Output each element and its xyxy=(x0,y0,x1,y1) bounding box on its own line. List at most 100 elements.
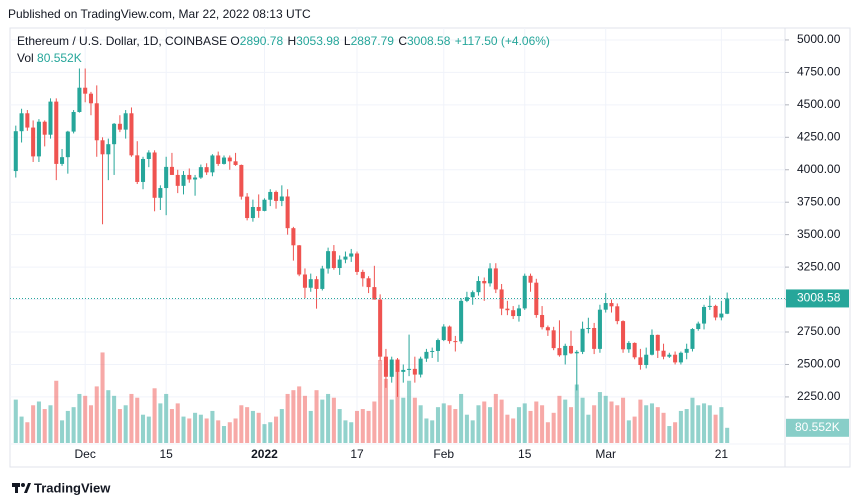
candle xyxy=(152,150,157,443)
volume-bar xyxy=(221,426,227,443)
candle-body xyxy=(54,101,59,164)
volume-bar xyxy=(54,380,59,443)
candle xyxy=(395,357,400,443)
candle xyxy=(360,269,365,443)
candle xyxy=(291,226,296,443)
volume-bar xyxy=(140,414,146,443)
volume-bar xyxy=(522,403,527,443)
candle xyxy=(175,169,180,443)
candle-body xyxy=(540,315,545,328)
candle xyxy=(719,300,724,443)
candle-body xyxy=(644,354,649,365)
candle xyxy=(187,168,192,443)
candle-body xyxy=(626,342,631,350)
candle-body xyxy=(343,256,348,260)
candle-body xyxy=(453,341,458,343)
volume-bar xyxy=(314,390,319,443)
volume-bar xyxy=(302,395,307,443)
volume-bar xyxy=(580,397,585,443)
volume-bar xyxy=(725,427,730,443)
candle-body xyxy=(36,121,41,157)
high-prefix: H xyxy=(287,34,297,48)
candle xyxy=(77,68,82,443)
volume-bar xyxy=(71,407,76,443)
candle xyxy=(713,304,718,443)
candle-body xyxy=(314,279,319,289)
brand-name: TradingView xyxy=(34,480,111,495)
candle xyxy=(279,185,284,443)
volume-bar xyxy=(326,393,331,443)
candle-body xyxy=(285,196,290,229)
candle xyxy=(615,303,620,443)
candle xyxy=(314,276,319,443)
volume-bar xyxy=(175,403,180,443)
volume-bar xyxy=(395,371,400,443)
candle-body xyxy=(250,207,255,219)
volume-bar xyxy=(470,420,475,443)
volume-bar xyxy=(644,405,649,443)
candle xyxy=(100,137,105,443)
candle xyxy=(435,338,441,443)
candle xyxy=(516,304,521,443)
candle-body xyxy=(117,123,122,130)
candle xyxy=(603,293,608,443)
candle xyxy=(690,328,695,443)
volume-bar xyxy=(349,422,354,443)
candle xyxy=(210,154,215,443)
candle-body xyxy=(389,359,394,377)
volume-bar xyxy=(216,420,221,443)
candle-body xyxy=(638,357,643,365)
candle xyxy=(412,356,417,443)
symbol: Ethereum / U.S. Dollar, 1D, COINBASE xyxy=(17,34,228,48)
volume-bar xyxy=(401,397,406,443)
candle-body xyxy=(233,161,238,165)
candle xyxy=(568,330,574,443)
candle xyxy=(88,91,93,443)
candle xyxy=(644,347,649,443)
candle-body xyxy=(175,174,180,186)
candle xyxy=(94,85,99,443)
candle xyxy=(372,265,377,443)
volume-bar xyxy=(297,386,302,443)
candle-body xyxy=(216,155,221,164)
candle xyxy=(193,174,198,443)
volume-bar xyxy=(707,405,712,443)
candle xyxy=(320,265,325,443)
close-value: 3008.58 xyxy=(407,34,451,48)
candle xyxy=(383,348,388,443)
candle xyxy=(71,110,76,443)
candle xyxy=(331,245,336,443)
candle-body xyxy=(551,330,556,349)
candle-body xyxy=(366,278,371,288)
candle-body xyxy=(31,127,36,157)
volume-bar xyxy=(418,405,423,443)
candle xyxy=(511,306,516,443)
candle xyxy=(430,347,435,443)
candle-body xyxy=(19,113,24,132)
candle xyxy=(574,350,579,443)
volume-bar xyxy=(435,407,441,443)
candle-body xyxy=(193,177,198,180)
candle xyxy=(181,171,186,443)
candle-body xyxy=(395,359,400,372)
candle-body xyxy=(256,207,261,211)
candle-body xyxy=(48,101,53,135)
candle-body xyxy=(331,251,336,269)
candle-body xyxy=(505,308,510,311)
candle xyxy=(551,326,556,443)
volume-bar xyxy=(245,407,250,443)
candle-body xyxy=(83,87,88,94)
volume-bar xyxy=(609,401,614,443)
change: +117.50 (+4.06%) xyxy=(454,34,550,48)
volume-bar xyxy=(320,399,325,443)
candle-body xyxy=(135,155,140,182)
candle-body xyxy=(372,287,377,300)
candle-body xyxy=(204,167,209,173)
candle-body xyxy=(77,87,82,112)
candle xyxy=(499,283,504,443)
candle-body xyxy=(649,334,655,355)
candle-body xyxy=(499,289,504,309)
candle-body xyxy=(221,157,227,164)
candle xyxy=(661,343,666,443)
volume-bar xyxy=(204,418,209,443)
